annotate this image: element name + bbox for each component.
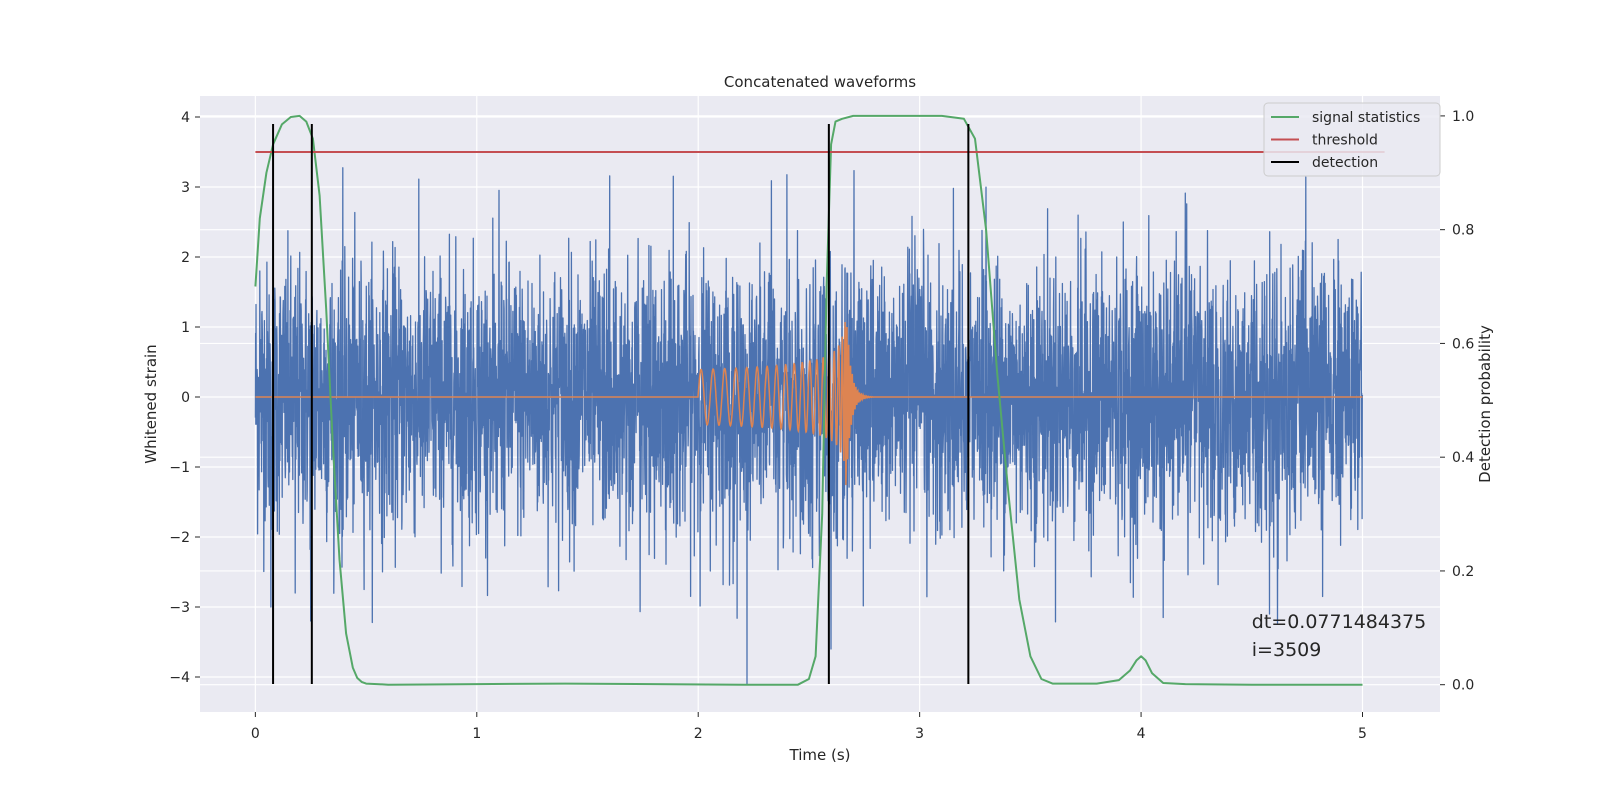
x-tick-label: 2 <box>694 726 703 742</box>
x-tick-label: 3 <box>915 726 924 742</box>
y2-axis-label: Detection probability <box>1476 325 1494 483</box>
legend-label: signal statistics <box>1312 110 1420 126</box>
y-tick-label: −2 <box>169 530 190 546</box>
y2-tick-label: 0.2 <box>1452 564 1474 580</box>
legend-label: detection <box>1312 155 1378 171</box>
y2-tick-label: 1.0 <box>1452 109 1474 125</box>
y-tick-label: −4 <box>169 670 190 686</box>
x-tick-label: 5 <box>1358 726 1367 742</box>
legend-label: threshold <box>1312 133 1378 149</box>
annotation-text: i=3509 <box>1252 639 1322 661</box>
series-strain-line <box>254 167 1364 685</box>
annotation-text: dt=0.0771484375 <box>1252 611 1426 633</box>
x-tick-label: 0 <box>251 726 260 742</box>
y-tick-label: −3 <box>169 600 190 616</box>
y-tick-label: −1 <box>169 460 190 476</box>
y-tick-label: 1 <box>181 320 190 336</box>
y-axis-label: Whitened strain <box>142 344 160 463</box>
legend-box <box>1263 102 1441 177</box>
y-tick-label: 2 <box>181 250 190 266</box>
series-signal-statistics-line <box>254 114 1363 686</box>
y-tick-label: 4 <box>181 110 190 126</box>
ticks: 0 1 2 3 4 5 −4 −3 −2 −1 0 1 2 3 4 0.0 0.2 0.4 0.6 0.8 1.0 <box>169 109 1474 742</box>
y-tick-label: 3 <box>181 180 190 196</box>
y2-tick-label: 0.0 <box>1452 678 1474 694</box>
y2-tick-label: 0.6 <box>1452 336 1474 352</box>
y2-tick-label: 0.4 <box>1452 450 1474 466</box>
series-template-line <box>255 321 1363 486</box>
series-layer <box>254 114 1385 686</box>
x-axis-label: Time (s) <box>789 746 851 764</box>
chart-title: Concatenated waveforms <box>724 73 916 91</box>
x-tick-label: 4 <box>1137 726 1146 742</box>
annotations: dt=0.0771484375 i=3509 <box>1252 611 1426 661</box>
y-tick-label: 0 <box>181 390 190 406</box>
y2-tick-label: 0.8 <box>1452 223 1474 239</box>
legend: signal statistics threshold detection <box>1263 102 1441 177</box>
x-tick-label: 1 <box>472 726 481 742</box>
